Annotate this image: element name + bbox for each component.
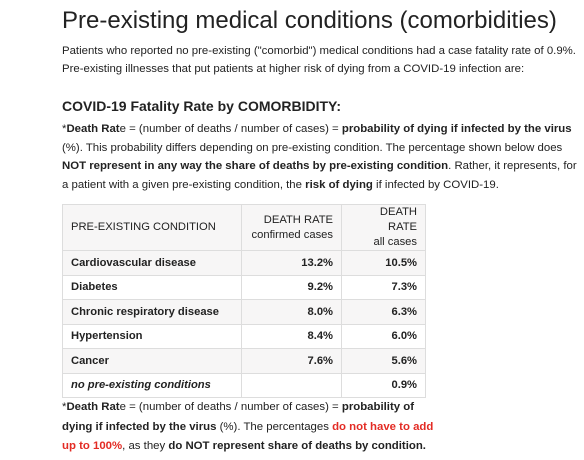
percent-text: (%). [62,141,83,154]
intro-paragraph: Patients who reported no pre-existing ("… [62,42,577,78]
definition-sentence-4: if infected by COVID-19. [372,178,499,191]
not-represent-phrase: NOT represent in any way the share of de… [62,160,449,172]
condition-cell: Cardiovascular disease [62,250,242,276]
intro-line-1: Patients who reported no pre-existing ("… [62,45,576,57]
asterisk: * [62,401,67,413]
confirmed-rate-cell [241,372,342,398]
risk-phrase: risk of dying [305,178,373,191]
condition-cell: Cancer [62,348,242,374]
condition-cell: Chronic respiratory disease [62,299,242,325]
header-confirmed-title: DEATH RATE [263,213,333,226]
condition-cell: Diabetes [62,274,242,300]
all-rate-cell: 6.3% [341,299,426,325]
header-condition: PRE-EXISTING CONDITION [62,204,242,251]
formula-text: = (number of deaths / number of cases) = [125,123,342,135]
header-death-rate-all: DEATH RATE all cases [341,204,426,251]
all-rate-cell: 0.9% [341,372,426,398]
not-add-up-phrase: do not have to add up to 100% [62,420,434,453]
term-death-rate: Death Rat [66,123,120,135]
section-heading: COVID-19 Fatality Rate by COMORBIDITY: [62,98,342,114]
confirmed-rate-cell: 7.6% [241,348,342,374]
not-share-phrase: do NOT represent share of deaths by cond… [168,440,426,452]
term-death-rate: Death Rat [66,401,120,413]
all-rate-cell: 6.0% [341,323,426,349]
table-row: Chronic respiratory disease 8.0% 6.3% [62,299,426,325]
percent-text: (%). The percentages [216,420,333,433]
definition-sentence-3: . Rather, it represents, for a patient w… [62,160,577,191]
header-confirmed-sub: confirmed cases [251,228,333,241]
confirmed-rate-cell: 8.0% [241,299,342,325]
fatality-rate-table: PRE-EXISTING CONDITION DEATH RATE confir… [62,204,426,398]
definition-sentence-2: This probability differs depending on pr… [82,141,563,154]
confirmed-rate-cell: 9.2% [241,274,342,300]
footnote: *Death Rate = (number of deaths / number… [62,398,442,457]
confirmed-rate-cell: 13.2% [241,250,342,276]
table-row: no pre-existing conditions 0.9% [62,372,426,398]
all-rate-cell: 7.3% [341,274,426,300]
intro-line-2: Pre-existing illnesses that put patients… [62,63,525,75]
header-all-title: DEATH RATE [379,206,417,233]
footnote-mid-text: , as they [122,440,169,452]
asterisk: * [62,123,67,135]
probability-phrase: probability of dying if infected by the … [341,123,572,135]
all-rate-cell: 10.5% [341,250,426,276]
table-row: Hypertension 8.4% 6.0% [62,323,426,349]
condition-cell: Hypertension [62,323,242,349]
probability-phrase: probability of dying if infected by the … [62,401,414,433]
header-death-rate-confirmed: DEATH RATE confirmed cases [241,204,342,251]
formula-text: = (number of deaths / number of cases) = [125,401,342,413]
page-title: Pre-existing medical conditions (comorbi… [62,7,557,34]
table-header-row: PRE-EXISTING CONDITION DEATH RATE confir… [62,204,426,251]
condition-cell: no pre-existing conditions [62,372,242,398]
death-rate-definition: *Death Rate = (number of deaths / number… [62,120,578,194]
table-row: Cardiovascular disease 13.2% 10.5% [62,250,426,276]
confirmed-rate-cell: 8.4% [241,323,342,349]
term-death-rate-tail: e [119,123,126,135]
term-death-rate-tail: e [119,401,126,413]
all-rate-cell: 5.6% [341,348,426,374]
table-row: Cancer 7.6% 5.6% [62,348,426,374]
header-all-sub: all cases [373,236,417,248]
table-row: Diabetes 9.2% 7.3% [62,274,426,300]
